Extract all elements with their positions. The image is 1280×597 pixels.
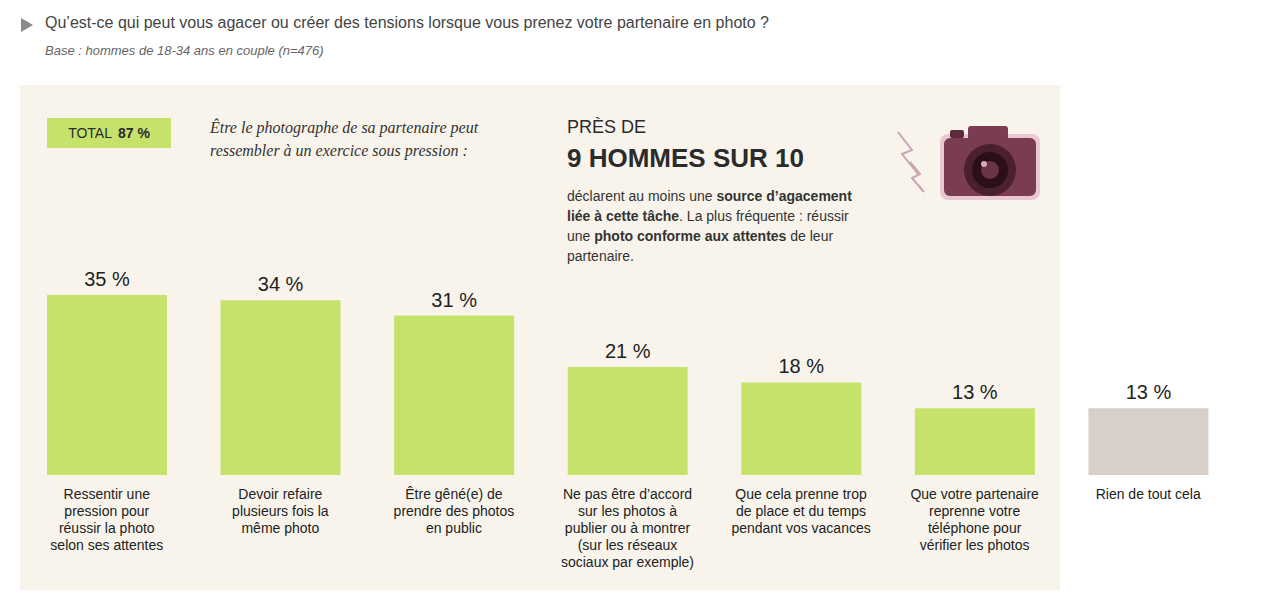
html-text:87 %: 87 % (118, 125, 150, 141)
svg-text:vérifier les photos: vérifier les photos (920, 537, 1030, 553)
svg-text:Rien de tout cela: Rien de tout cela (1096, 486, 1201, 502)
svg-text:réussir la photo: réussir la photo (59, 520, 155, 536)
svg-text:en public: en public (426, 520, 482, 536)
svg-text:Devoir refaire: Devoir refaire (238, 486, 322, 502)
svg-text:Ne pas être d’accord: Ne pas être d’accord (563, 486, 692, 502)
html-text:PRÈS DE: PRÈS DE (567, 117, 646, 137)
svg-text:Ressentir une: Ressentir une (64, 486, 151, 502)
svg-text:plusieurs fois la: plusieurs fois la (232, 503, 329, 519)
svg-text:21 %: 21 % (605, 340, 651, 362)
svg-text:34 %: 34 % (258, 273, 304, 295)
svg-text:(sur les réseaux: (sur les réseaux (578, 537, 678, 553)
html-text:Qu’est-ce qui peut vous agacer: Qu’est-ce qui peut vous agacer ou créer … (45, 14, 769, 31)
svg-text:31 %: 31 % (431, 289, 477, 311)
svg-text:reprenne votre: reprenne votre (929, 503, 1020, 519)
svg-text:Être gêné(e) de: Être gêné(e) de (405, 486, 502, 502)
html-text:Base : hommes de 18-34 ans en: Base : hommes de 18-34 ans en couple (n=… (45, 43, 324, 58)
svg-text:pression pour: pression pour (64, 503, 149, 519)
svg-text:de place et du temps: de place et du temps (736, 503, 866, 519)
svg-text:pendant vos vacances: pendant vos vacances (731, 520, 870, 536)
svg-text:Que votre partenaire: Que votre partenaire (910, 486, 1039, 502)
svg-text:35 %: 35 % (84, 268, 130, 290)
svg-text:13 %: 13 % (1126, 381, 1172, 403)
svg-text:téléphone pour: téléphone pour (928, 520, 1022, 536)
html-text:Être le photographe de sa part: Être le photographe de sa partenaire peu… (210, 119, 479, 159)
svg-text:même photo: même photo (241, 520, 319, 536)
svg-text:13 %: 13 % (952, 381, 998, 403)
svg-text:selon ses attentes: selon ses attentes (50, 537, 163, 553)
html-text:9 HOMMES SUR 10: 9 HOMMES SUR 10 (567, 143, 804, 173)
svg-text:publier ou à montrer: publier ou à montrer (565, 520, 691, 536)
svg-text:sur les photos à: sur les photos à (578, 503, 677, 519)
svg-text:prendre des photos: prendre des photos (394, 503, 515, 519)
svg-text:sociaux par exemple): sociaux par exemple) (561, 554, 694, 570)
svg-text:18 %: 18 % (778, 355, 824, 377)
html-text:TOTAL: TOTAL (68, 125, 112, 141)
html-text:déclarent au moins une source: déclarent au moins une source d’agacemen… (567, 188, 852, 264)
svg-text:Que cela prenne trop: Que cela prenne trop (735, 486, 867, 502)
